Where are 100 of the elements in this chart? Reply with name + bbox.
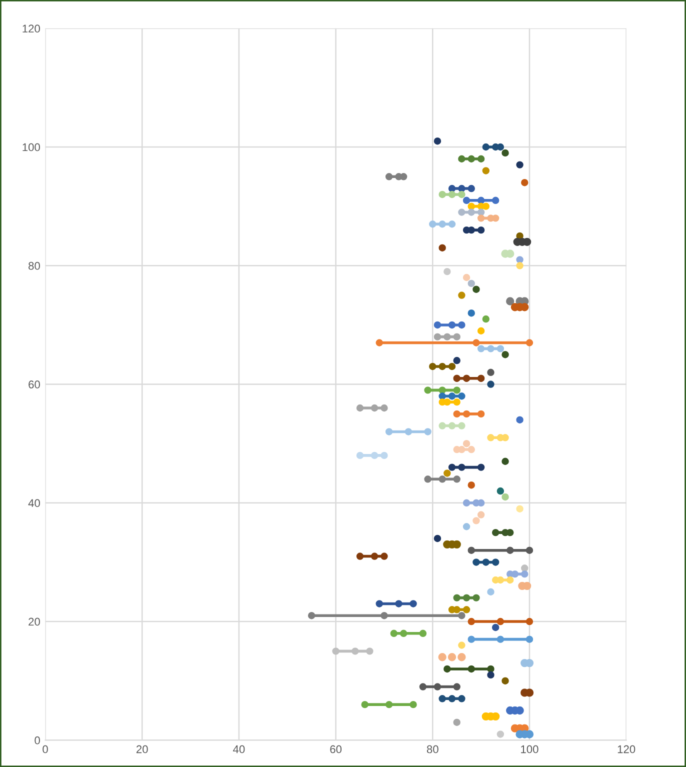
point	[526, 636, 534, 643]
point	[502, 434, 509, 442]
point	[458, 321, 466, 329]
point	[356, 404, 364, 412]
point	[453, 374, 460, 382]
point	[356, 552, 364, 560]
point	[453, 386, 460, 394]
point	[448, 362, 456, 370]
point	[366, 648, 374, 655]
point	[468, 202, 475, 210]
point	[458, 422, 466, 430]
point	[308, 612, 316, 620]
point	[434, 321, 442, 329]
point	[462, 274, 470, 282]
point	[395, 600, 402, 608]
point	[380, 612, 388, 620]
point	[410, 600, 417, 608]
point	[419, 630, 427, 637]
point	[380, 452, 388, 460]
point	[506, 297, 514, 306]
point	[462, 196, 470, 204]
point	[438, 362, 446, 370]
x-tick-label: 40	[233, 745, 245, 754]
point	[448, 695, 456, 702]
point	[506, 546, 514, 554]
point	[472, 594, 480, 602]
point	[385, 428, 393, 436]
point	[370, 404, 378, 412]
point	[472, 339, 480, 346]
point	[458, 695, 466, 702]
point	[370, 452, 378, 460]
point	[468, 665, 475, 673]
point	[526, 618, 534, 626]
point	[448, 422, 456, 430]
point	[434, 333, 442, 340]
point	[502, 149, 509, 157]
point	[419, 683, 427, 690]
point	[332, 648, 340, 655]
point	[453, 476, 460, 483]
point	[487, 368, 494, 376]
point	[492, 558, 500, 566]
point	[453, 594, 460, 602]
point	[400, 630, 408, 637]
point	[468, 618, 475, 626]
point	[521, 570, 528, 578]
point	[429, 220, 436, 228]
y-tick-label: 20	[28, 618, 40, 626]
point	[487, 665, 494, 673]
point	[458, 612, 466, 620]
point	[444, 665, 451, 673]
point	[496, 618, 504, 626]
point	[492, 528, 500, 536]
x-tick-label: 60	[330, 745, 342, 754]
y-tick-label: 100	[22, 143, 40, 152]
point	[448, 392, 456, 400]
point	[506, 576, 514, 584]
point	[458, 155, 466, 162]
point	[370, 552, 378, 560]
point	[496, 730, 504, 738]
point	[448, 220, 456, 228]
point	[482, 143, 490, 151]
point	[444, 398, 451, 406]
point	[385, 173, 393, 180]
point	[438, 476, 446, 483]
point	[434, 137, 442, 145]
point	[477, 511, 485, 518]
y-tick-label: 80	[28, 262, 40, 270]
point	[453, 333, 460, 340]
point	[477, 196, 485, 204]
y-tick-label: 60	[28, 380, 40, 388]
point	[448, 190, 456, 198]
point	[438, 220, 446, 228]
point	[376, 600, 383, 608]
point	[429, 362, 436, 370]
point	[487, 345, 494, 352]
point	[438, 653, 446, 662]
point	[434, 534, 442, 542]
x-tick-label: 120	[618, 745, 636, 754]
point	[492, 196, 500, 204]
point	[468, 481, 475, 489]
point	[458, 184, 466, 192]
point	[468, 546, 475, 554]
point	[468, 155, 475, 162]
point	[448, 321, 456, 329]
point	[444, 268, 451, 276]
point	[458, 208, 466, 216]
point	[462, 523, 470, 530]
point	[487, 434, 494, 442]
point	[376, 339, 383, 346]
point	[424, 428, 432, 436]
point	[502, 493, 509, 501]
point	[404, 428, 412, 436]
point	[380, 404, 388, 412]
point	[526, 339, 534, 346]
point	[468, 309, 475, 317]
point	[477, 464, 485, 471]
point	[380, 552, 388, 560]
point	[468, 226, 475, 234]
point	[462, 440, 470, 448]
point	[521, 178, 528, 186]
